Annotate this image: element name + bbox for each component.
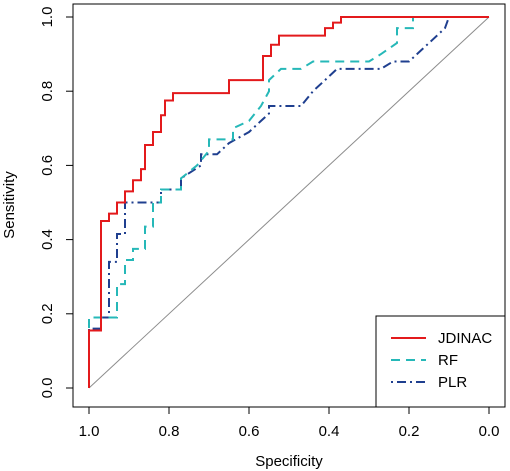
legend: JDINAC RF PLR [375,315,506,408]
x-tick-label: 0.6 [239,423,260,440]
series-layer [88,16,489,388]
y-tick-label: 0.0 [39,378,56,399]
x-tick-label: 0.2 [399,423,420,440]
legend-label-jdinac: JDINAC [438,330,492,347]
series-line-jdinac [88,16,489,388]
series-line-rf [88,16,489,388]
series-line-plr [88,16,489,388]
x-axis-title: Specificity [255,453,323,470]
y-tick-label: 0.6 [39,155,56,176]
legend-box [375,315,506,408]
legend-label-rf: RF [438,352,458,369]
y-tick-label: 1.0 [39,7,56,28]
reference-diagonal-layer [88,16,490,389]
x-tick-label: 0.4 [319,423,340,440]
x-tick-label: 1.0 [79,423,100,440]
reference-diagonal-line [88,16,490,389]
y-tick-label: 0.8 [39,81,56,102]
y-axis-title: Sensitivity [1,171,18,239]
x-tick-label: 0.0 [479,423,500,440]
x-tick-label: 0.8 [159,423,180,440]
y-tick-label: 0.4 [39,229,56,250]
y-axis: 0.0 0.2 0.4 0.6 0.8 1.0 [39,7,74,399]
y-tick-label: 0.2 [39,303,56,324]
x-axis: 1.0 0.8 0.6 0.4 0.2 0.0 [79,406,500,440]
legend-label-plr: PLR [438,374,467,391]
